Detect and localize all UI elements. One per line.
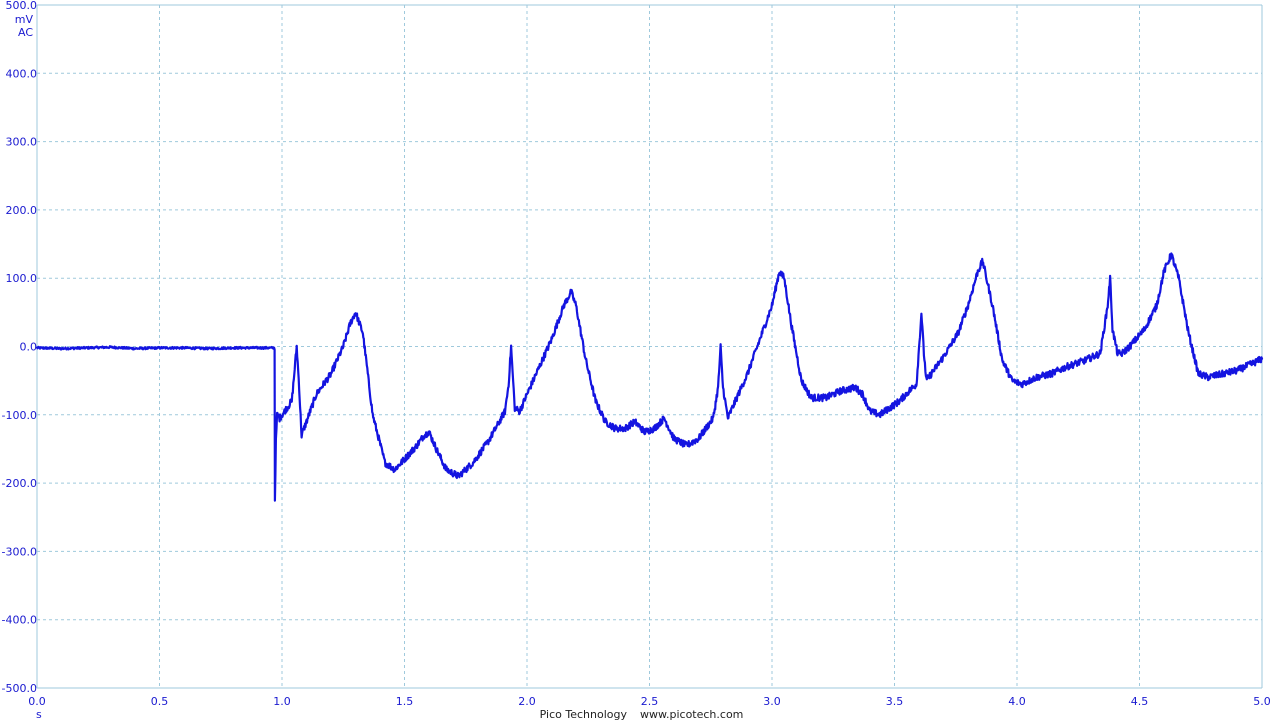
x-tick-label: 2.5 xyxy=(641,695,659,708)
grid xyxy=(36,4,1263,689)
x-tick-label: 4.5 xyxy=(1131,695,1149,708)
footer-url: www.picotech.com xyxy=(640,708,743,720)
x-tick-label: 4.0 xyxy=(1008,695,1026,708)
y-axis-coupling-label: AC xyxy=(18,26,33,39)
y-tick-label: 400.0 xyxy=(6,67,38,80)
x-tick-label: 2.0 xyxy=(518,695,536,708)
x-tick-label: 5.0 xyxy=(1253,695,1271,708)
y-tick-label: -200.0 xyxy=(2,477,37,490)
footer-brand: Pico Technology xyxy=(540,708,628,720)
y-tick-label: 500.0 xyxy=(6,0,38,12)
y-tick-label: -500.0 xyxy=(2,682,37,695)
x-tick-label: 0.0 xyxy=(28,695,46,708)
y-axis-tick-labels: 500.0 400.0 300.0 200.0 100.0 0.0 -100.0 -200.0… xyxy=(2,0,37,695)
trace-layer xyxy=(35,252,1264,502)
x-tick-label: 1.5 xyxy=(396,695,414,708)
y-tick-label: -400.0 xyxy=(2,614,37,627)
y-axis-unit-label: mV xyxy=(15,13,34,26)
signal-trace xyxy=(35,252,1264,502)
y-tick-label: 200.0 xyxy=(6,204,38,217)
x-axis-tick-labels: 0.0 0.5 1.0 1.5 2.0 2.5 3.0 3.5 4.0 4.5 5.0 xyxy=(28,695,1271,708)
y-tick-label: 300.0 xyxy=(6,136,38,149)
x-tick-label: 3.5 xyxy=(886,695,904,708)
x-tick-label: 3.0 xyxy=(763,695,781,708)
y-tick-label: -300.0 xyxy=(2,545,37,558)
y-tick-label: 100.0 xyxy=(6,272,38,285)
x-tick-label: 1.0 xyxy=(273,695,291,708)
x-axis-unit-label: s xyxy=(36,708,42,720)
x-tick-label: 0.5 xyxy=(151,695,169,708)
y-tick-label: 0.0 xyxy=(20,341,38,354)
y-tick-label: -100.0 xyxy=(2,409,37,422)
